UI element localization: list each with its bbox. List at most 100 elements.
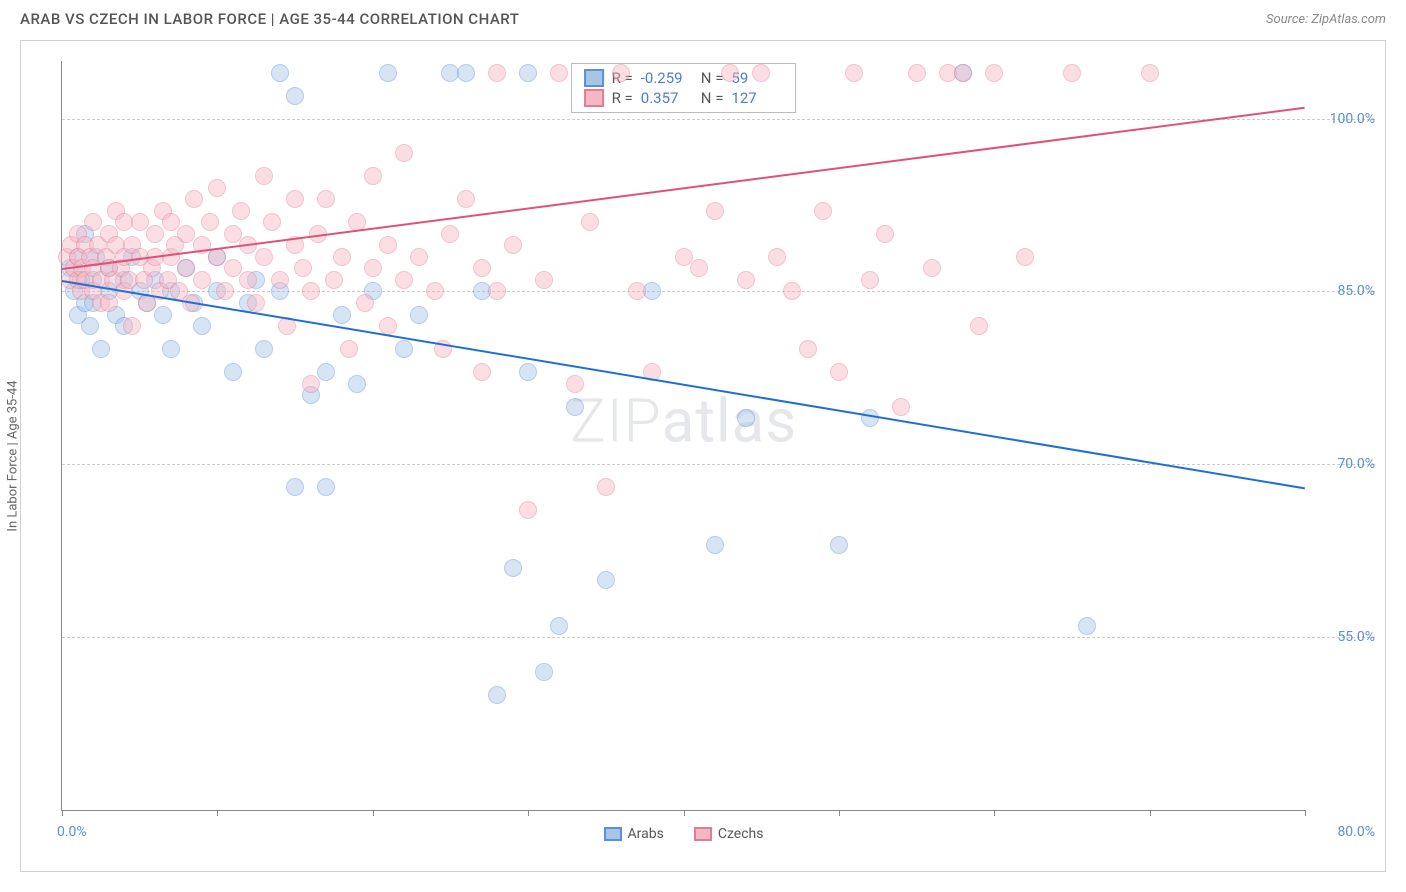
data-point <box>985 64 1003 82</box>
legend-r-value: -0.259 <box>641 69 693 87</box>
data-point <box>271 64 289 82</box>
data-point <box>193 271 211 289</box>
data-point <box>908 64 926 82</box>
data-point <box>263 213 281 231</box>
data-point <box>519 501 537 519</box>
data-point <box>162 213 180 231</box>
x-tick <box>62 810 63 816</box>
data-point <box>706 202 724 220</box>
chart-container: In Labor Force | Age 35-44 ZIPatlas R = … <box>20 40 1386 872</box>
data-point <box>364 259 382 277</box>
data-point <box>1141 64 1159 82</box>
data-point <box>92 340 110 358</box>
legend-swatch <box>584 69 604 87</box>
data-point <box>81 317 99 335</box>
data-point <box>193 317 211 335</box>
data-point <box>255 167 273 185</box>
data-point <box>325 271 343 289</box>
x-tick <box>528 810 529 816</box>
data-point <box>131 213 149 231</box>
data-point <box>643 282 661 300</box>
legend-n-label: N = <box>701 89 724 107</box>
data-point <box>737 409 755 427</box>
data-point <box>294 259 312 277</box>
x-tick <box>994 810 995 816</box>
data-point <box>783 282 801 300</box>
data-point <box>737 271 755 289</box>
chart-title: ARAB VS CZECH IN LABOR FORCE | AGE 35-44… <box>20 10 519 28</box>
data-point <box>286 87 304 105</box>
x-tick <box>684 810 685 816</box>
data-point <box>395 340 413 358</box>
data-point <box>255 248 273 266</box>
data-point <box>84 213 102 231</box>
data-point <box>830 363 848 381</box>
data-point <box>410 248 428 266</box>
y-tick-label: 70.0% <box>1337 456 1375 472</box>
data-point <box>814 202 832 220</box>
data-point <box>154 306 172 324</box>
data-point <box>333 306 351 324</box>
data-point <box>286 190 304 208</box>
x-tick <box>1305 810 1306 816</box>
data-point <box>441 225 459 243</box>
x-tick <box>839 810 840 816</box>
data-point <box>628 282 646 300</box>
data-point <box>348 375 366 393</box>
data-point <box>286 478 304 496</box>
data-point <box>519 64 537 82</box>
gridline <box>62 291 1375 292</box>
chart-header: ARAB VS CZECH IN LABOR FORCE | AGE 35-44… <box>0 0 1406 36</box>
data-point <box>504 559 522 577</box>
legend-row: R = 0.357N = 127 <box>584 88 784 108</box>
legend-item: Arabs <box>604 826 664 842</box>
data-point <box>535 663 553 681</box>
data-point <box>752 64 770 82</box>
data-point <box>379 317 397 335</box>
data-point <box>201 213 219 231</box>
data-point <box>302 375 320 393</box>
data-point <box>216 282 234 300</box>
data-point <box>317 363 335 381</box>
data-point <box>675 248 693 266</box>
data-point <box>247 294 265 312</box>
series-legend: ArabsCzechs <box>604 826 764 842</box>
data-point <box>861 271 879 289</box>
data-point <box>970 317 988 335</box>
plot-area: ZIPatlas R = -0.259N = 59R = 0.357N = 12… <box>61 61 1305 811</box>
data-point <box>488 686 506 704</box>
data-point <box>876 225 894 243</box>
data-point <box>845 64 863 82</box>
data-point <box>597 478 615 496</box>
data-point <box>302 282 320 300</box>
data-point <box>535 271 553 289</box>
data-point <box>224 225 242 243</box>
legend-swatch <box>584 89 604 107</box>
legend-swatch <box>604 827 622 841</box>
data-point <box>271 271 289 289</box>
x-axis-min-label: 0.0% <box>57 824 87 840</box>
data-point <box>1016 248 1034 266</box>
data-point <box>519 363 537 381</box>
data-point <box>255 340 273 358</box>
data-point <box>597 571 615 589</box>
data-point <box>364 167 382 185</box>
gridline <box>62 637 1375 638</box>
data-point <box>146 225 164 243</box>
data-point <box>473 259 491 277</box>
data-point <box>566 398 584 416</box>
data-point <box>923 259 941 277</box>
data-point <box>379 236 397 254</box>
y-axis-label: In Labor Force | Age 35-44 <box>6 380 21 531</box>
data-point <box>706 536 724 554</box>
data-point <box>224 363 242 381</box>
data-point <box>861 409 879 427</box>
data-point <box>566 375 584 393</box>
legend-r-label: R = <box>612 89 633 107</box>
legend-n-label: N = <box>701 69 724 87</box>
gridline <box>62 119 1375 120</box>
data-point <box>356 294 374 312</box>
data-point <box>177 259 195 277</box>
data-point <box>185 190 203 208</box>
data-point <box>379 64 397 82</box>
